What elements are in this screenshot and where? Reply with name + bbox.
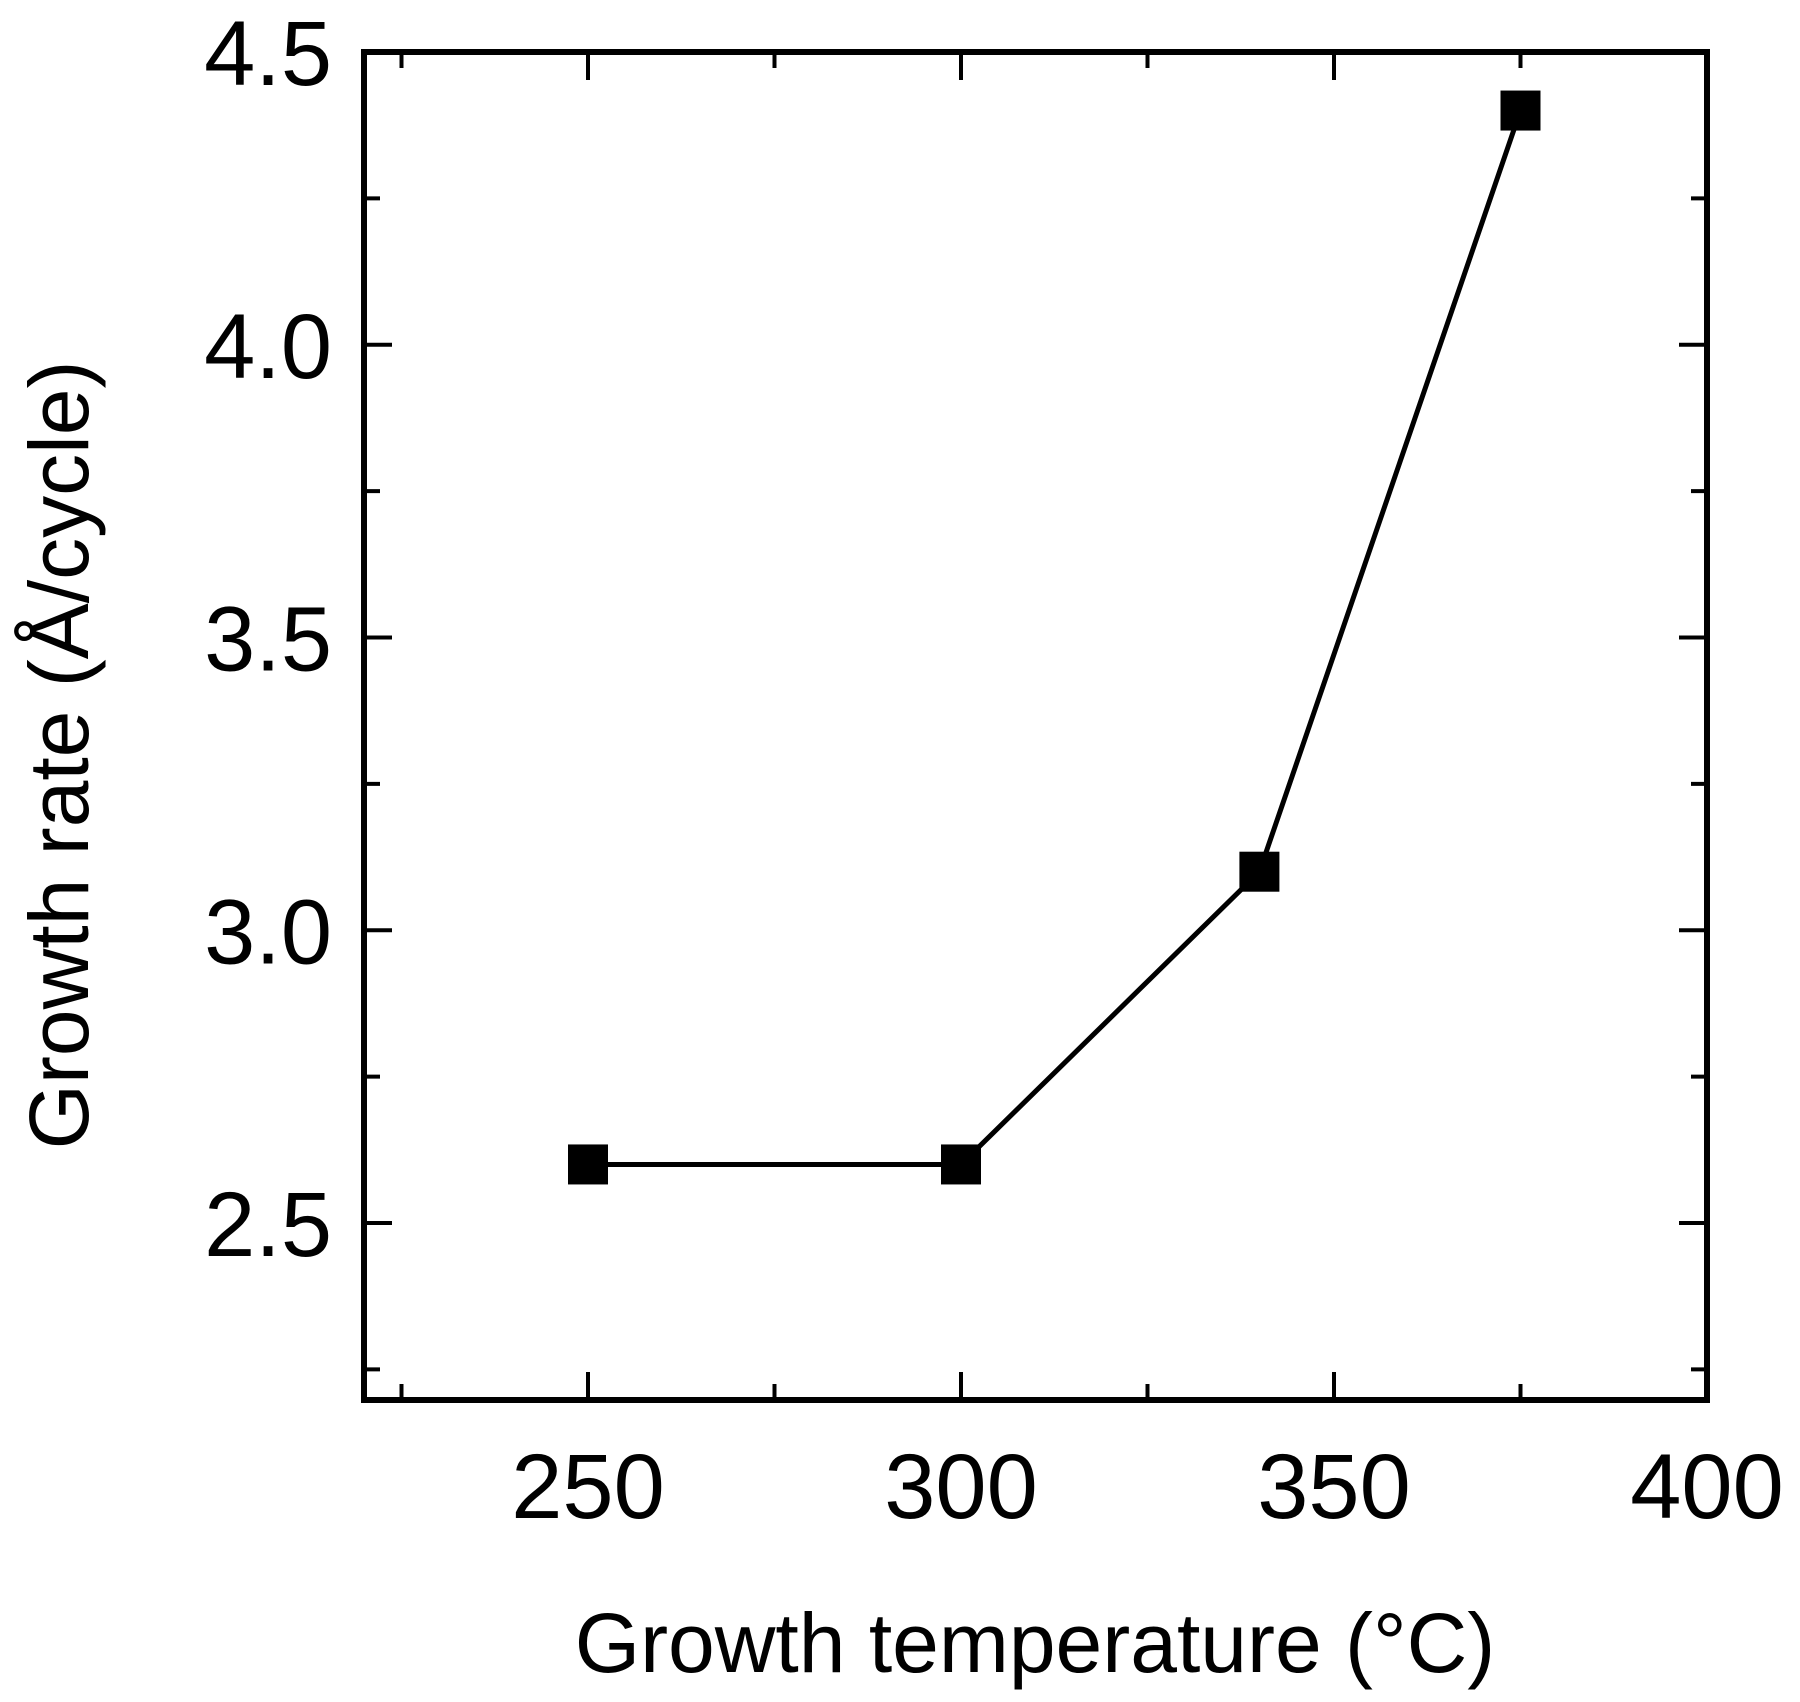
data-series — [568, 90, 1541, 1185]
x-axis-tick-labels: 250 300 350 400 — [511, 1436, 1784, 1538]
tick-marks — [364, 50, 1709, 1400]
x-axis-title: Growth temperature (°C) — [575, 1596, 1496, 1690]
series-line — [588, 109, 1523, 1167]
y-tick-label: 3.5 — [204, 589, 332, 691]
data-point-marker — [1500, 90, 1541, 131]
x-tick-label: 250 — [511, 1436, 665, 1538]
x-tick-label: 350 — [1257, 1436, 1411, 1538]
y-tick-label: 2.5 — [204, 1174, 332, 1276]
plot-frame — [361, 49, 1710, 1403]
data-point-marker — [568, 1144, 608, 1185]
y-axis-title: Growth rate (Å/cycle) — [12, 361, 106, 1150]
data-point-marker — [941, 1144, 981, 1185]
x-tick-label: 400 — [1630, 1436, 1784, 1538]
y-axis-tick-labels: 2.5 3.0 3.5 4.0 4.5 — [204, 3, 332, 1276]
y-tick-label: 4.5 — [204, 3, 332, 105]
y-tick-label: 3.0 — [204, 881, 332, 983]
data-point-marker — [1239, 851, 1280, 892]
x-tick-label: 300 — [884, 1436, 1038, 1538]
y-tick-label: 4.0 — [204, 296, 332, 398]
